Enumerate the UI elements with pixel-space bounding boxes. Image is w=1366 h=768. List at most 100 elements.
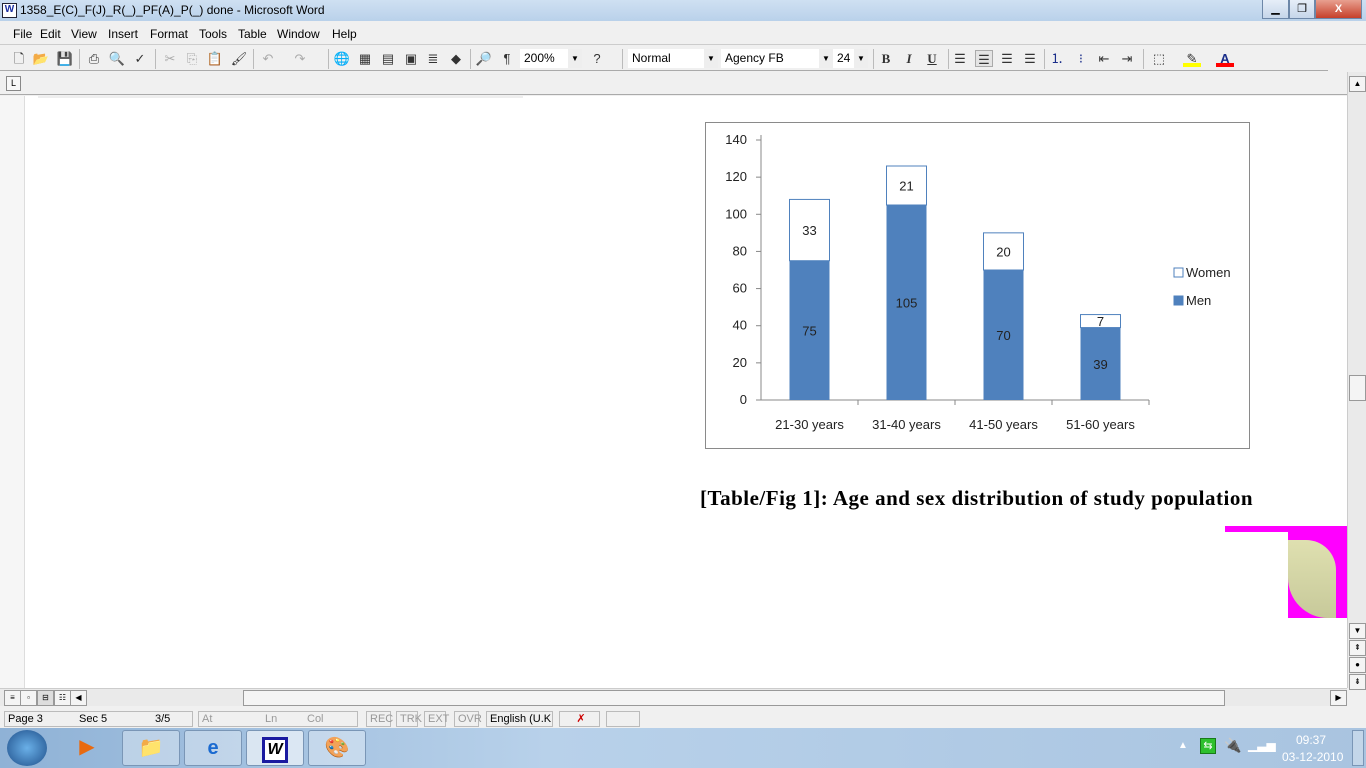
menu-window[interactable]: Window [277, 27, 320, 41]
insert-table-icon[interactable]: ▤ [381, 51, 395, 66]
bold-button[interactable]: B [881, 51, 891, 66]
word-taskbar-icon[interactable]: W [246, 730, 304, 766]
media-player-icon[interactable]: ▶ [79, 736, 95, 758]
previous-page-icon[interactable]: ⇞ [1349, 640, 1366, 656]
print-layout-icon[interactable]: ⊟ [37, 690, 54, 706]
chart[interactable]: 0 20 40 60 80 100 120 140 21-30 years 75 33 31-40 y… [705, 122, 1250, 449]
word-doc-icon[interactable]: W [2, 3, 17, 18]
data-label: 39 [1093, 357, 1107, 372]
horizontal-scroll-thumb[interactable] [243, 690, 1225, 706]
undo-icon[interactable]: ↶ [262, 51, 274, 66]
signal-icon[interactable]: ▁▃▅ [1248, 738, 1276, 752]
spelling-icon[interactable]: ✓ [134, 51, 146, 66]
menu-table[interactable]: Table [238, 27, 267, 41]
show-desktop-button[interactable] [1352, 730, 1364, 766]
internet-explorer-icon[interactable]: e [184, 730, 242, 766]
bar-men [983, 270, 1024, 400]
data-label: 105 [896, 296, 918, 311]
zoom-select[interactable]: 200% ▼ [520, 49, 582, 68]
bar-women [886, 165, 927, 206]
columns-icon[interactable]: ≣ [427, 51, 439, 66]
status-trk[interactable]: TRK [396, 711, 422, 727]
numbering-icon[interactable]: ⒈ [1050, 51, 1064, 66]
align-center-icon[interactable]: ☰ [975, 50, 993, 67]
select-browse-object-icon[interactable]: ● [1349, 657, 1366, 673]
underline-button[interactable]: U [927, 51, 937, 66]
highlight-icon[interactable]: ✎ [1183, 50, 1201, 67]
font-select[interactable]: Agency FB ▼ [721, 49, 833, 68]
bullets-icon[interactable]: ⁝ [1078, 51, 1084, 66]
print-preview-icon[interactable]: 🔍 [108, 51, 126, 66]
tray-arrow-icon[interactable]: ▲ [1178, 740, 1188, 751]
status-language[interactable]: English (U.K [486, 711, 553, 727]
next-page-icon[interactable]: ⇟ [1349, 674, 1366, 690]
menu-insert[interactable]: Insert [108, 27, 139, 41]
legend-swatch [1173, 267, 1184, 278]
document-map-icon[interactable]: 🔎 [475, 51, 493, 66]
format-painter-icon[interactable]: 🖌 [230, 51, 248, 66]
scroll-thumb[interactable] [1349, 375, 1366, 401]
close-button[interactable]: X [1315, 0, 1362, 19]
explorer-icon[interactable]: 📁 [122, 730, 180, 766]
font-color-icon[interactable]: A [1216, 50, 1234, 67]
menu-format[interactable]: Format [150, 27, 189, 41]
menu-tools[interactable]: Tools [199, 27, 228, 41]
network-sync-icon[interactable]: ⇆ [1200, 738, 1216, 754]
tab-selector-icon[interactable]: L [6, 76, 21, 91]
restore-button[interactable]: ❐ [1289, 0, 1315, 19]
vertical-scrollbar[interactable]: ▲ ▼ ⇞ ● ⇟ [1347, 72, 1366, 690]
copy-icon[interactable]: ⎘ [186, 51, 198, 66]
print-icon[interactable]: ⎙ [88, 51, 100, 66]
status-bar: Page 3 Sec 5 3/5 At Ln Col REC TRK EXT OVR E… [0, 709, 1366, 728]
cut-icon[interactable]: ✂ [164, 51, 176, 66]
start-button[interactable] [7, 730, 47, 766]
align-right-icon[interactable]: ☰ [1001, 51, 1013, 66]
align-left-icon[interactable]: ☰ [954, 51, 966, 66]
status-ovr[interactable]: OVR [454, 711, 482, 727]
increase-indent-icon[interactable]: ⇥ [1121, 51, 1133, 66]
document-area[interactable]: 0 20 40 60 80 100 120 140 21-30 years 75 33 31-40 y… [0, 96, 1347, 688]
minimize-button[interactable]: ▁ [1262, 0, 1289, 19]
power-icon[interactable]: 🔌 [1224, 737, 1242, 753]
paint-icon[interactable]: 🎨 [308, 730, 366, 766]
menu-help[interactable]: Help [332, 27, 357, 41]
scroll-right-icon[interactable]: ▶ [1330, 690, 1347, 706]
menu-view[interactable]: View [71, 27, 97, 41]
save-icon[interactable]: 💾 [56, 51, 74, 66]
scroll-down-icon[interactable]: ▼ [1349, 623, 1366, 639]
open-folder-icon[interactable]: 📂 [32, 51, 50, 66]
clock-date[interactable]: 03-12-2010 [1282, 750, 1344, 764]
new-document-icon[interactable]: 🗋 [13, 51, 25, 66]
italic-button[interactable]: I [906, 51, 912, 66]
office-assistant[interactable] [1225, 526, 1347, 618]
tables-borders-icon[interactable]: ▦ [358, 51, 372, 66]
status-ext[interactable]: EXT [424, 711, 449, 727]
borders-icon[interactable]: ⬚ [1152, 51, 1166, 66]
clock-time[interactable]: 09:37 [1296, 733, 1327, 747]
menu-edit[interactable]: Edit [40, 27, 61, 41]
redo-icon[interactable]: ↷ [294, 51, 306, 66]
justify-icon[interactable]: ☰ [1024, 51, 1036, 66]
font-size-select[interactable]: 24 ▼ [833, 49, 868, 68]
show-hide-icon[interactable]: ¶ [503, 51, 511, 66]
bar-women [1080, 314, 1121, 329]
horizontal-scrollbar[interactable]: ≡ ▫ ⊟ ☷ ◀ ▶ [0, 688, 1347, 706]
data-label: 75 [802, 323, 816, 338]
drawing-icon[interactable]: ◆ [451, 51, 461, 66]
x-tick-label: 31-40 years [872, 417, 941, 432]
stacked-bar-chart: 0 20 40 60 80 100 120 140 21-30 years 75 33 31-40 y… [725, 132, 1230, 432]
paste-icon[interactable]: 📋 [206, 51, 224, 66]
style-select[interactable]: Normal ▼ [628, 49, 718, 68]
hyperlink-icon[interactable]: 🌐 [333, 51, 351, 66]
insert-excel-icon[interactable]: ▣ [404, 51, 418, 66]
scroll-left-icon[interactable]: ◀ [70, 690, 87, 706]
scroll-up-icon[interactable]: ▲ [1349, 76, 1366, 92]
status-rec[interactable]: REC [366, 711, 393, 727]
spelling-status-icon[interactable]: ✗ [559, 711, 600, 727]
menu-file[interactable]: File [13, 27, 33, 41]
normal-view-icon[interactable]: ≡ [4, 690, 21, 706]
web-view-icon[interactable]: ▫ [20, 690, 37, 706]
help-icon[interactable]: ? [593, 51, 601, 66]
outline-view-icon[interactable]: ☷ [54, 690, 71, 706]
decrease-indent-icon[interactable]: ⇤ [1098, 51, 1110, 66]
